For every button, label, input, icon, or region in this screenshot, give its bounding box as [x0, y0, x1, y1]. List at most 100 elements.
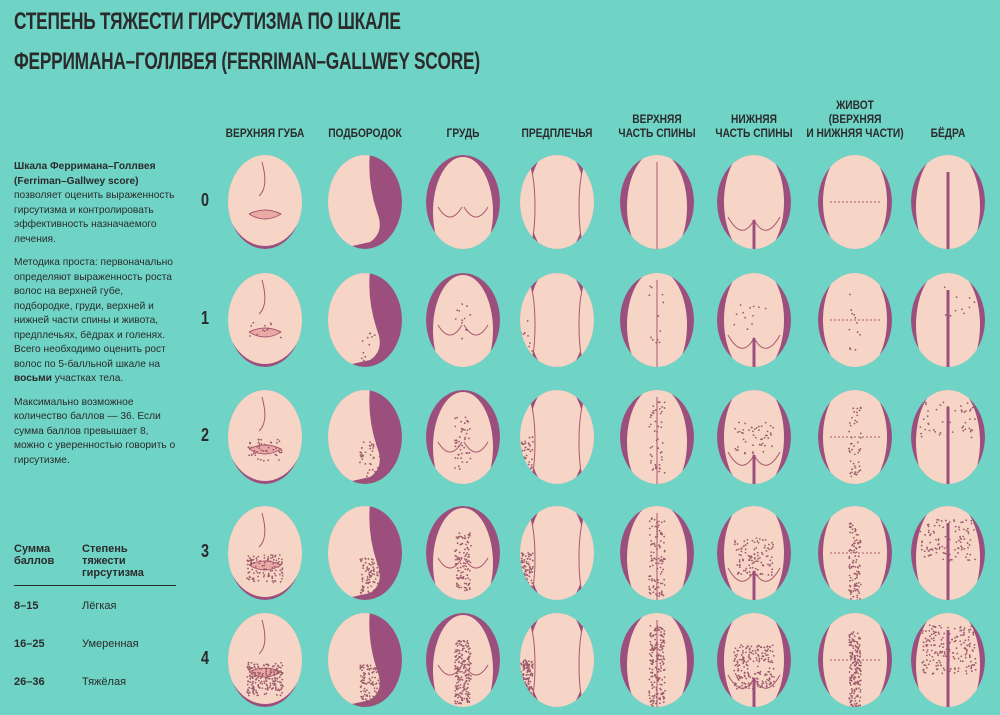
hair — [649, 446, 652, 449]
hair — [280, 688, 282, 691]
hair — [267, 459, 270, 462]
hair — [530, 585, 533, 588]
hair — [655, 642, 658, 645]
hair — [529, 595, 532, 598]
hair — [656, 692, 659, 695]
hair — [263, 574, 266, 577]
hair — [922, 668, 925, 671]
face — [228, 273, 302, 364]
hair — [362, 351, 365, 354]
hair — [660, 450, 663, 453]
hair — [926, 548, 929, 550]
hair — [848, 712, 850, 714]
hair — [928, 653, 931, 656]
hair — [848, 671, 851, 673]
hair — [464, 650, 467, 653]
hair — [659, 582, 662, 585]
hair — [652, 412, 655, 415]
hair — [947, 626, 949, 629]
hair — [851, 712, 853, 714]
hair — [362, 567, 365, 570]
hair — [943, 286, 946, 289]
hair — [376, 571, 378, 574]
hair — [663, 407, 666, 409]
hair — [663, 578, 666, 581]
hair — [849, 442, 852, 445]
hair — [967, 546, 969, 549]
hair — [849, 424, 852, 427]
hair — [379, 695, 382, 698]
hair — [653, 674, 656, 677]
hair — [454, 466, 456, 469]
hair — [373, 696, 376, 699]
hair — [851, 713, 853, 715]
hair — [278, 458, 280, 461]
hair — [658, 595, 661, 597]
hair — [256, 676, 259, 679]
hair — [253, 675, 256, 678]
hair — [658, 468, 661, 470]
hair — [521, 684, 523, 687]
hair — [768, 683, 771, 686]
hair — [463, 551, 465, 554]
hair — [652, 702, 654, 705]
hair — [741, 687, 744, 690]
hair — [960, 521, 963, 524]
hair — [943, 547, 946, 550]
hair — [661, 647, 664, 650]
torso — [433, 392, 493, 484]
hair — [522, 553, 524, 556]
hair — [467, 577, 470, 580]
hair — [264, 568, 266, 571]
hair — [659, 697, 661, 699]
table-header: Сумма баллов — [14, 543, 55, 567]
hair — [460, 420, 462, 423]
hair — [853, 692, 855, 695]
hair — [661, 645, 663, 647]
hair — [526, 702, 529, 705]
hair — [370, 667, 373, 670]
hair — [974, 418, 976, 420]
hair — [743, 657, 745, 659]
hair — [531, 698, 534, 701]
hair — [968, 418, 971, 421]
hair — [454, 651, 456, 653]
hair — [362, 713, 364, 715]
hair — [465, 432, 468, 435]
hair — [378, 677, 381, 680]
hair — [973, 520, 976, 523]
hair — [852, 542, 855, 545]
hair — [850, 475, 853, 478]
hair — [456, 574, 458, 577]
hair — [460, 452, 463, 455]
hair — [933, 644, 935, 647]
hair — [663, 681, 666, 684]
hair — [656, 646, 658, 649]
hair — [264, 324, 266, 327]
hair — [522, 684, 524, 687]
hair — [852, 677, 855, 679]
hair — [271, 569, 274, 572]
hair — [364, 698, 367, 701]
hair — [744, 422, 747, 425]
hair — [461, 337, 463, 340]
hair — [659, 655, 662, 658]
hair — [280, 449, 283, 452]
hair — [275, 442, 278, 444]
hair — [524, 691, 527, 694]
hair — [263, 682, 266, 685]
hair — [969, 642, 971, 645]
hair — [850, 687, 853, 690]
text: участках тела. — [51, 373, 124, 384]
hair — [650, 517, 653, 520]
hair — [276, 680, 279, 683]
hair — [848, 679, 851, 682]
hair — [747, 671, 749, 674]
hair — [853, 655, 856, 658]
hair — [935, 408, 938, 411]
hair — [461, 536, 464, 539]
hair — [528, 566, 531, 569]
hair — [657, 706, 660, 707]
hair — [649, 285, 652, 288]
hair — [963, 547, 966, 550]
